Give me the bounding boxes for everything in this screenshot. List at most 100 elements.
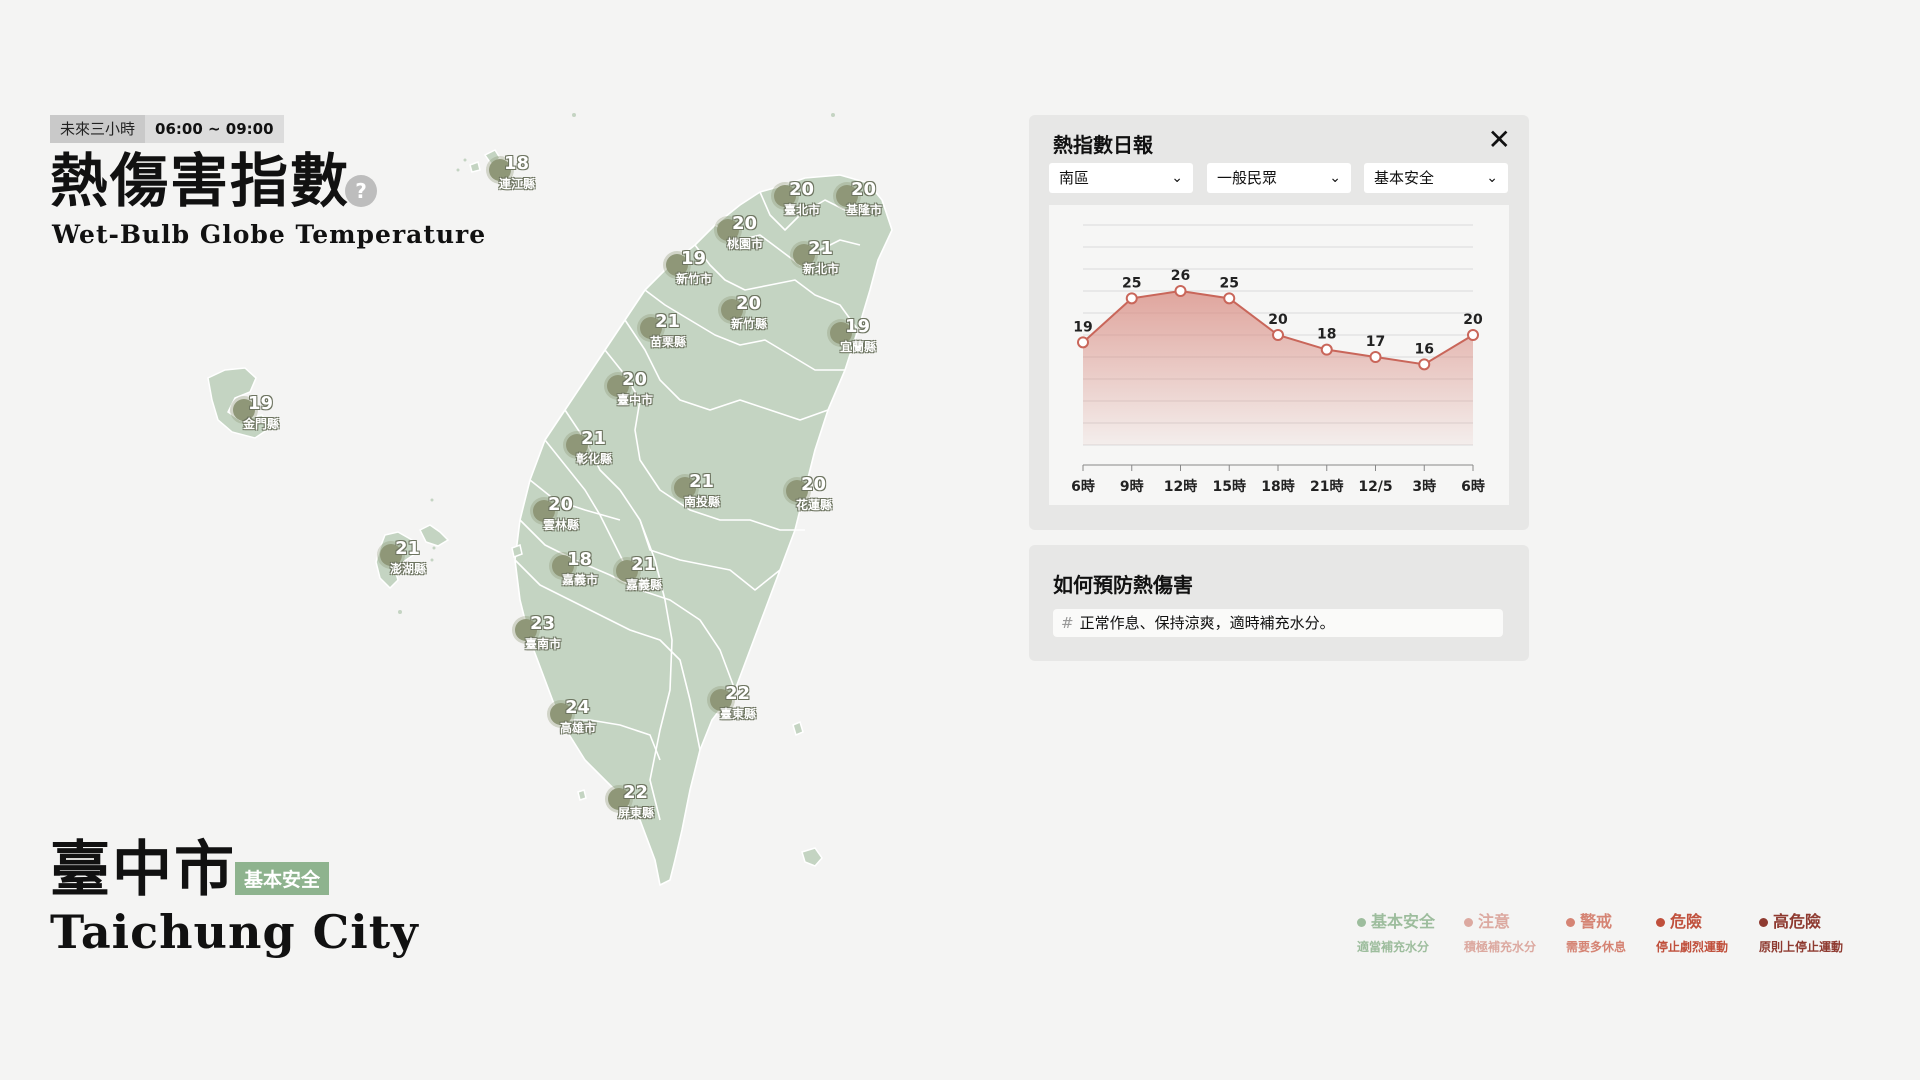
marker-value: 21 — [631, 554, 657, 575]
legend-desc: 原則上停止運動 — [1759, 940, 1844, 954]
marker-value: 19 — [248, 393, 274, 414]
help-icon[interactable]: ? — [345, 175, 377, 207]
weather-icon — [674, 477, 696, 499]
marker-name: 苗栗縣 — [650, 335, 687, 349]
legend-item: 高危險 原則上停止運動 — [1759, 908, 1843, 955]
map-marker[interactable]: 22 臺東縣 — [710, 683, 790, 729]
map-marker[interactable]: 20 花蓮縣 — [786, 474, 866, 520]
legend-label: 高危險 — [1759, 908, 1843, 932]
weather-icon — [489, 159, 511, 181]
map-marker[interactable]: 22 屏東縣 — [608, 782, 688, 828]
chart-x-tick-label: 9時 — [1120, 478, 1144, 495]
chart-point — [1272, 329, 1284, 341]
map-marker[interactable]: 20 基隆市 — [836, 179, 916, 225]
marker-name: 金門縣 — [243, 417, 280, 431]
marker-value: 20 — [548, 494, 574, 515]
taiwan-main-island — [514, 174, 893, 886]
map-marker[interactable]: 20 雲林縣 — [533, 494, 613, 540]
marker-value: 19 — [845, 316, 871, 337]
legend-desc: 需要多休息 — [1566, 940, 1627, 954]
map-marker[interactable]: 21 嘉義縣 — [616, 554, 696, 600]
legend-item: 注意 積極補充水分 — [1464, 908, 1536, 955]
map-marker[interactable]: 20 新竹縣 — [721, 293, 801, 339]
chart-x-tick-label: 21時 — [1310, 478, 1343, 495]
marker-value: 21 — [581, 428, 607, 449]
forecast-time-chip: 未來三小時 06:00 ~ 09:00 — [50, 115, 284, 143]
marker-value: 18 — [504, 153, 530, 174]
population-select[interactable]: 一般民眾 ⌄ — [1207, 163, 1351, 193]
map-marker[interactable]: 21 澎湖縣 — [380, 538, 460, 584]
legend-label: 基本安全 — [1357, 908, 1435, 932]
legend-label: 危險 — [1656, 908, 1728, 932]
weather-icon — [666, 254, 688, 276]
marker-value: 18 — [567, 549, 593, 570]
map-marker[interactable]: 20 臺北市 — [774, 179, 854, 225]
chart-x-tick-label: 3時 — [1412, 478, 1436, 495]
map-marker[interactable]: 21 彰化縣 — [566, 428, 646, 474]
marker-name: 屏東縣 — [618, 806, 655, 820]
map-marker[interactable]: 19 宜蘭縣 — [830, 316, 910, 362]
level-select-value: 基本安全 — [1374, 169, 1435, 187]
marker-name: 連江縣 — [499, 177, 536, 191]
chart-point — [1369, 351, 1382, 363]
weather-icon — [793, 244, 815, 266]
taiwan-map[interactable] — [0, 0, 1000, 1000]
population-select-value: 一般民眾 — [1217, 169, 1278, 187]
weather-icon — [607, 375, 629, 397]
map-marker[interactable]: 21 南投縣 — [674, 471, 754, 517]
chart-x-tick-label: 18時 — [1261, 478, 1294, 495]
forecast-time-label: 未來三小時 — [50, 115, 146, 143]
weather-icon — [515, 619, 537, 641]
page-subtitle: Wet-Bulb Globe Temperature — [52, 220, 487, 249]
chart-x-tick-label: 6時 — [1461, 478, 1485, 495]
district-select[interactable]: 南區 ⌄ — [1049, 163, 1193, 193]
heat-index-daily-panel: 熱指數日報 ✕ 南區 ⌄ 一般民眾 ⌄ 基本安全 ⌄ 6時 9時 12時 15時 18時… — [1029, 115, 1529, 530]
chart-x-tick-label: 12/5 — [1358, 479, 1392, 495]
weather-icon — [552, 555, 574, 577]
chart-x-tick-label: 6時 — [1071, 478, 1095, 495]
marker-name: 宜蘭縣 — [840, 340, 877, 354]
chart-x-tick-label: 15時 — [1213, 478, 1246, 495]
map-marker[interactable]: 18 嘉義市 — [552, 549, 632, 595]
weather-icon — [836, 185, 858, 207]
marker-name: 南投縣 — [684, 495, 721, 509]
level-select[interactable]: 基本安全 ⌄ — [1364, 163, 1508, 193]
marker-value: 20 — [851, 179, 877, 200]
prevention-panel: 如何預防熱傷害 # 正常作息、保持涼爽，適時補充水分。 — [1029, 545, 1529, 661]
page-title: 熱傷害指數 — [50, 147, 351, 215]
map-marker[interactable]: 19 金門縣 — [233, 393, 313, 439]
marker-value: 20 — [736, 293, 762, 314]
map-marker[interactable]: 19 新竹市 — [666, 248, 746, 294]
panel-title: 熱指數日報 — [1053, 133, 1153, 157]
legend-desc: 適當補充水分 — [1357, 940, 1430, 954]
marker-value: 21 — [655, 311, 681, 332]
marker-name: 臺北市 — [784, 203, 821, 217]
marker-name: 嘉義縣 — [626, 578, 663, 592]
prevention-tip: # 正常作息、保持涼爽，適時補充水分。 — [1053, 609, 1503, 637]
chart-point — [1467, 329, 1479, 341]
city-level-badge: 基本安全 — [235, 862, 330, 895]
map-marker[interactable]: 18 連江縣 — [489, 153, 569, 199]
marker-value: 19 — [681, 248, 707, 269]
marker-name: 新竹縣 — [731, 317, 768, 331]
weather-icon — [566, 434, 588, 456]
weather-icon — [721, 299, 743, 321]
map-marker[interactable]: 21 新北市 — [793, 238, 873, 284]
weather-icon — [640, 317, 662, 339]
map-marker[interactable]: 20 桃園市 — [717, 213, 797, 259]
map-marker[interactable]: 20 臺中市 — [607, 369, 687, 415]
taiwan-map-shape — [207, 113, 893, 886]
map-marker[interactable]: 21 苗栗縣 — [640, 311, 720, 357]
hashtag-icon: # — [1061, 614, 1074, 632]
chart-point — [1125, 292, 1138, 305]
weather-icon — [717, 219, 739, 241]
legend-dot — [1357, 918, 1366, 927]
close-icon[interactable]: ✕ — [1487, 123, 1511, 156]
weather-icon — [380, 544, 402, 566]
chart-point — [1223, 292, 1236, 305]
heat-index-chart: 6時 9時 12時 15時 18時 21時 12/5 3時 6時 19 25 26 25 20 18 17 16… — [1049, 205, 1509, 505]
marker-value: 21 — [689, 471, 715, 492]
weather-icon — [550, 703, 572, 725]
map-marker[interactable]: 24 高雄市 — [550, 697, 630, 743]
map-marker[interactable]: 23 臺南市 — [515, 613, 595, 659]
